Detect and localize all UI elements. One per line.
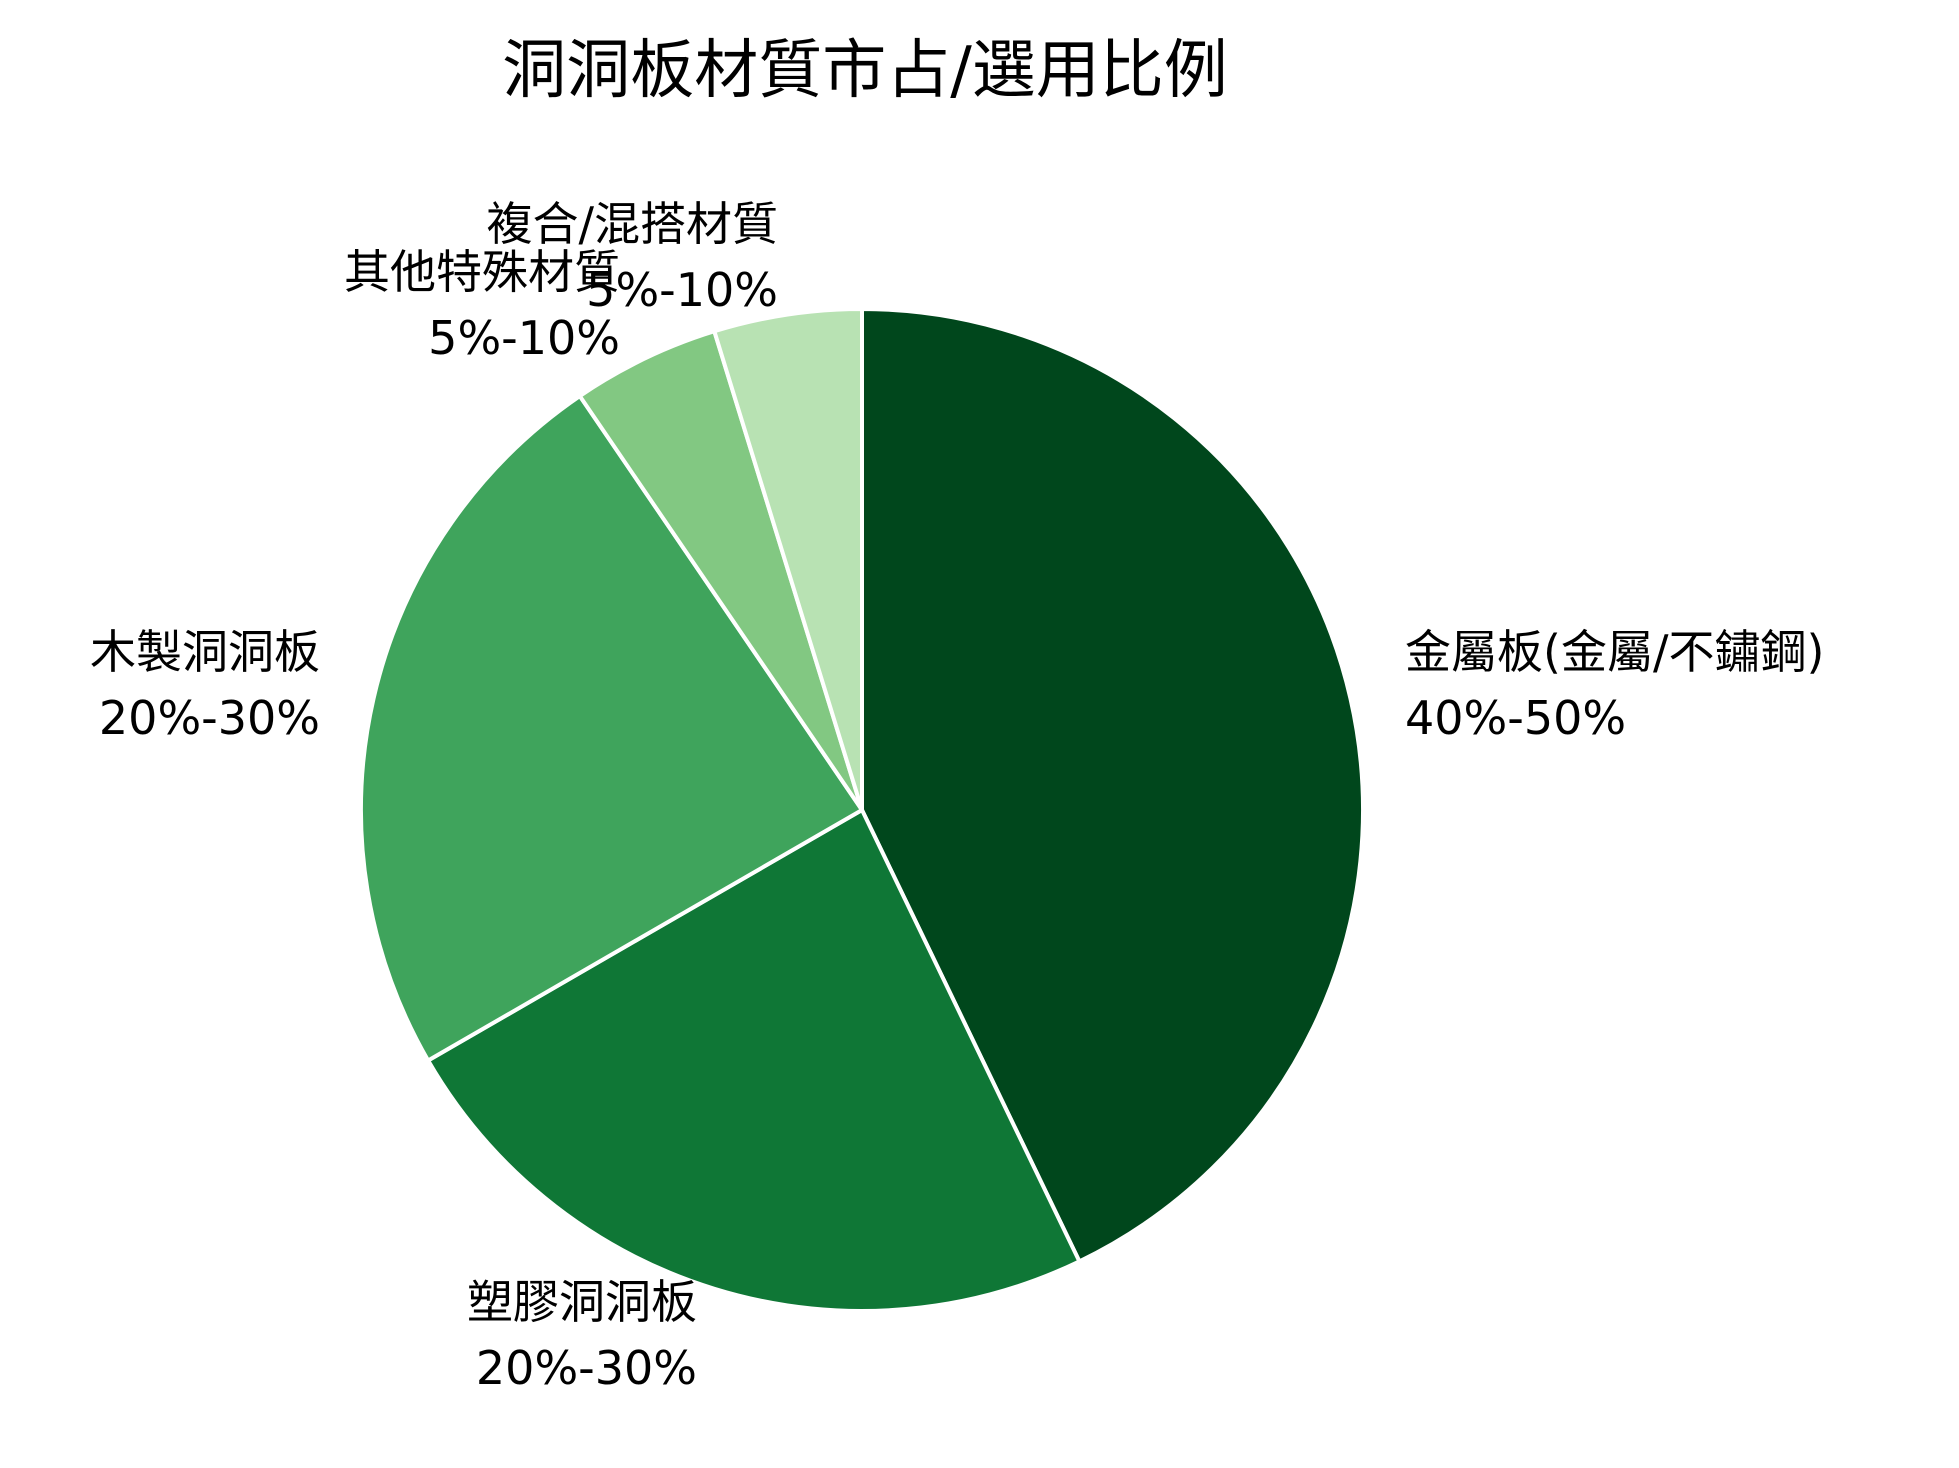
slice-label-range: 20%-30%	[99, 691, 320, 745]
slice-label-range: 20%-30%	[476, 1341, 697, 1395]
pie-slice	[860, 307, 1365, 1264]
slice-label: 木製洞洞板 20%-30%	[90, 625, 320, 745]
chart-title: 洞洞板材質市占/選用比例	[502, 34, 1228, 108]
slice-label-range: 5%-10%	[586, 263, 778, 317]
pie-slice	[712, 307, 864, 812]
slice-labels: 金屬板(金屬/不鏽鋼) 40%-50% 塑膠洞洞板 20%-30% 木製洞洞板 20%-3…	[90, 197, 1824, 1395]
slice-label: 金屬板(金屬/不鏽鋼) 40%-50%	[1405, 625, 1824, 745]
pie-slice	[359, 394, 864, 1063]
slice-label-name: 塑膠洞洞板	[467, 1275, 697, 1329]
pie-slice	[577, 329, 864, 812]
slice-label: 其他特殊材質 5%-10%	[344, 245, 620, 365]
slice-label-range: 5%-10%	[428, 311, 620, 365]
slice-label-name: 木製洞洞板	[90, 625, 320, 679]
slice-label-name: 其他特殊材質	[344, 245, 620, 299]
slice-label-name: 金屬板(金屬/不鏽鋼)	[1405, 625, 1824, 679]
pie-slices	[359, 307, 1365, 1313]
pie-slice	[426, 808, 1082, 1313]
slice-label-name: 複合/混搭材質	[487, 197, 779, 251]
slice-label: 複合/混搭材質 5%-10%	[487, 197, 779, 317]
slice-label: 塑膠洞洞板 20%-30%	[467, 1275, 697, 1395]
slice-label-range: 40%-50%	[1405, 691, 1626, 745]
